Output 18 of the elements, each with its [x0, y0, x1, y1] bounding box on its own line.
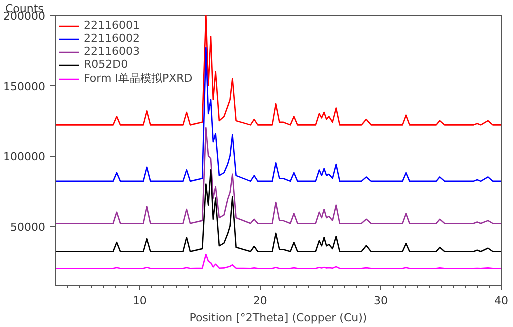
legend-label: R052D0	[84, 58, 128, 71]
x-axis-title: Position [°2Theta] (Copper (Cu))	[190, 312, 368, 324]
y-tick-label: 100000	[4, 150, 46, 164]
line-series	[56, 254, 502, 270]
y-tick-label: 50000	[10, 220, 46, 234]
x-tick-label: 10	[132, 294, 147, 308]
x-tick-label: 40	[494, 294, 508, 308]
x-tick-label: 20	[253, 294, 268, 308]
x-tick-label: 30	[374, 294, 388, 308]
legend-label: 22116001	[84, 19, 140, 32]
legend-label: Form I单晶模拟PXRD	[84, 71, 193, 86]
line-series	[56, 170, 502, 252]
line-series	[56, 127, 502, 224]
legend-label: 22116002	[84, 32, 140, 45]
line-series	[56, 47, 502, 182]
line-series	[56, 16, 502, 126]
y-tick-label: 150000	[4, 80, 46, 94]
legend-label: 22116003	[84, 45, 140, 58]
